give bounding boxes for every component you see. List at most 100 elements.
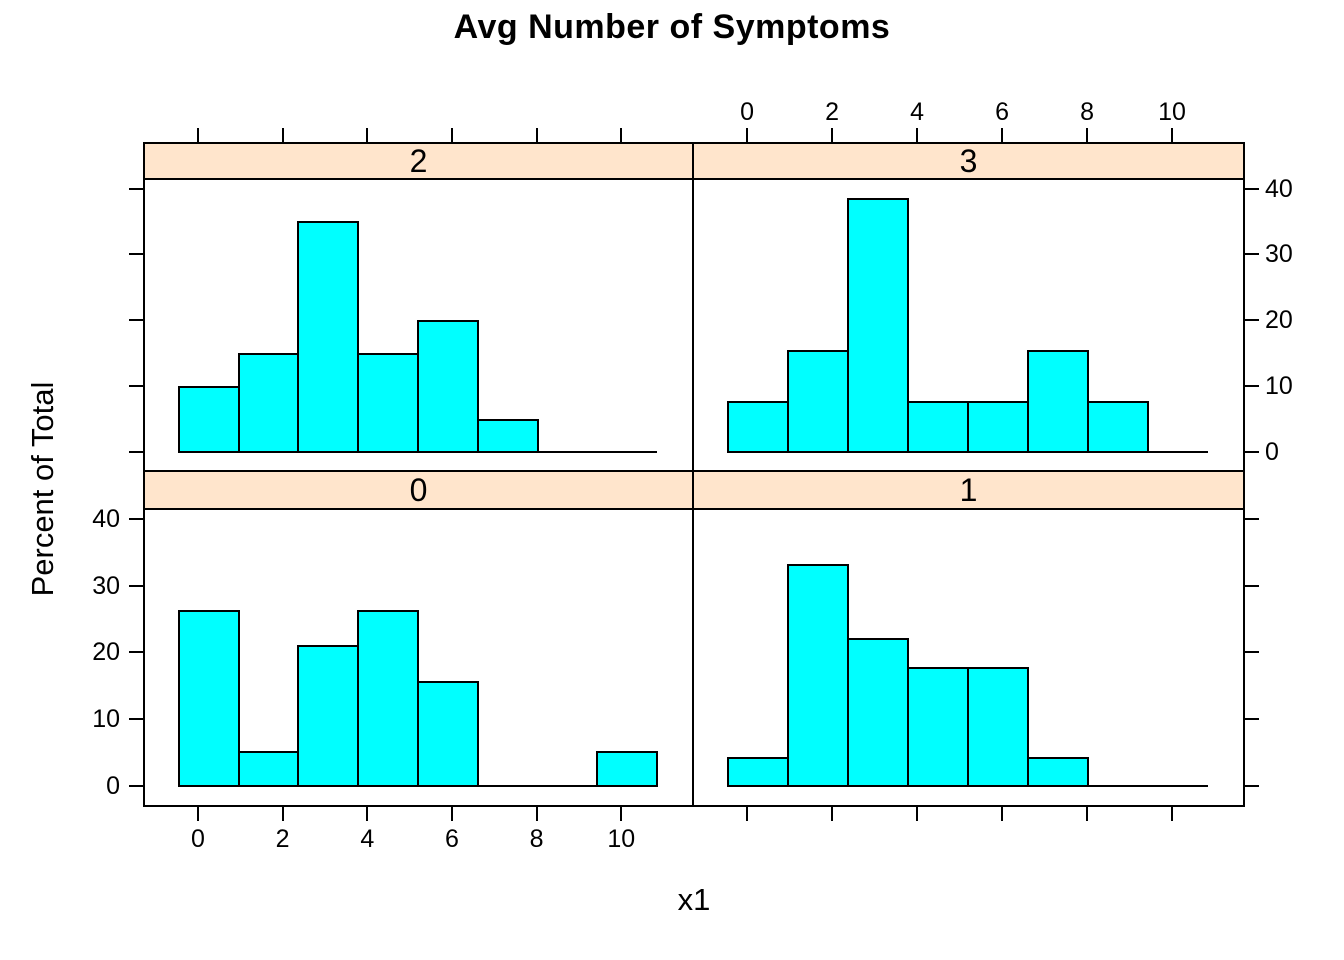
strip-label: 0 <box>409 471 428 508</box>
strip-label: 3 <box>959 142 978 179</box>
x-tick <box>281 807 284 821</box>
histogram-bar <box>1027 756 1090 788</box>
x-axis-title: x1 <box>677 882 711 917</box>
y-tick <box>1245 584 1259 587</box>
x-tick <box>746 807 749 821</box>
histogram-bar <box>787 350 850 453</box>
x-tick <box>196 807 199 821</box>
x-tick <box>366 128 369 142</box>
histogram-bar <box>357 610 420 788</box>
y-tick-label: 30 <box>92 571 120 600</box>
histogram-bar <box>237 352 300 453</box>
x-tick <box>831 807 834 821</box>
y-tick-label: 40 <box>1265 174 1293 203</box>
y-tick-label: 20 <box>1265 306 1293 335</box>
histogram-bar <box>967 667 1030 788</box>
y-tick-label: 30 <box>1265 240 1293 269</box>
x-tick <box>746 128 749 142</box>
x-tick-label: 2 <box>825 98 840 126</box>
histogram-bar <box>726 400 789 453</box>
y-tick <box>129 584 143 587</box>
strip: 0 <box>143 470 694 510</box>
histogram-bar <box>177 610 240 788</box>
histogram-bar <box>787 563 850 788</box>
y-tick-label: 10 <box>92 705 120 734</box>
x-tick-label: 8 <box>529 825 544 853</box>
y-tick-label: 10 <box>1265 371 1293 400</box>
x-tick <box>1086 807 1089 821</box>
x-tick-label: 6 <box>995 98 1010 126</box>
strip: 3 <box>692 142 1245 180</box>
histogram-bar <box>177 385 240 453</box>
histogram-bar <box>847 637 910 788</box>
y-tick <box>129 718 143 721</box>
histogram-bar <box>907 400 970 453</box>
strip: 2 <box>143 142 694 180</box>
strip: 1 <box>692 470 1245 510</box>
y-tick <box>129 785 143 788</box>
x-tick <box>366 807 369 821</box>
x-tick-label: 0 <box>190 825 205 853</box>
x-tick <box>1001 128 1004 142</box>
histogram-bar <box>297 221 360 453</box>
y-tick <box>1245 517 1259 520</box>
y-tick <box>1245 651 1259 654</box>
x-tick-label: 4 <box>910 98 925 126</box>
x-tick <box>450 807 453 821</box>
histogram-bar <box>417 320 479 453</box>
histogram-bar <box>357 352 420 453</box>
chart-title: Avg Number of Symptoms <box>453 8 891 46</box>
y-tick-label: 40 <box>92 504 120 533</box>
y-tick-label: 0 <box>106 772 120 801</box>
histogram-bar <box>967 400 1030 453</box>
x-tick <box>620 128 623 142</box>
x-tick <box>1171 128 1174 142</box>
x-tick-label: 2 <box>275 825 290 853</box>
histogram-bar <box>417 680 479 788</box>
y-tick-label: 20 <box>92 638 120 667</box>
x-tick-label: 6 <box>444 825 459 853</box>
x-tick <box>1171 807 1174 821</box>
y-tick-label: 0 <box>1265 437 1279 466</box>
y-tick <box>129 450 143 453</box>
y-tick <box>1245 384 1259 387</box>
y-tick <box>1245 785 1259 788</box>
y-tick <box>1245 319 1259 322</box>
x-tick-label: 10 <box>607 825 636 853</box>
y-tick <box>1245 187 1259 190</box>
histogram-bar <box>237 750 300 788</box>
histogram-bar <box>907 667 970 788</box>
y-tick <box>129 319 143 322</box>
histogram-bar <box>1027 350 1090 453</box>
histogram-bar <box>596 750 659 788</box>
x-tick-label: 4 <box>360 825 375 853</box>
y-tick <box>129 187 143 190</box>
y-tick <box>129 651 143 654</box>
y-tick <box>129 253 143 256</box>
y-tick <box>129 517 143 520</box>
y-tick <box>1245 450 1259 453</box>
x-tick <box>535 807 538 821</box>
y-tick <box>1245 253 1259 256</box>
histogram-bar <box>1087 400 1150 453</box>
x-tick <box>1086 128 1089 142</box>
x-tick <box>620 807 623 821</box>
histogram-bar <box>476 418 539 453</box>
strip-label: 1 <box>959 471 978 508</box>
x-tick <box>535 128 538 142</box>
histogram-bar <box>726 756 789 788</box>
x-tick-label: 10 <box>1158 98 1186 126</box>
x-tick <box>916 128 919 142</box>
y-tick <box>129 384 143 387</box>
x-tick <box>916 807 919 821</box>
y-tick <box>1245 718 1259 721</box>
x-tick <box>831 128 834 142</box>
histogram-bar <box>847 198 910 453</box>
x-tick-label: 0 <box>740 98 755 126</box>
x-tick <box>450 128 453 142</box>
x-tick <box>1001 807 1004 821</box>
histogram-bar <box>297 645 360 788</box>
x-tick <box>281 128 284 142</box>
